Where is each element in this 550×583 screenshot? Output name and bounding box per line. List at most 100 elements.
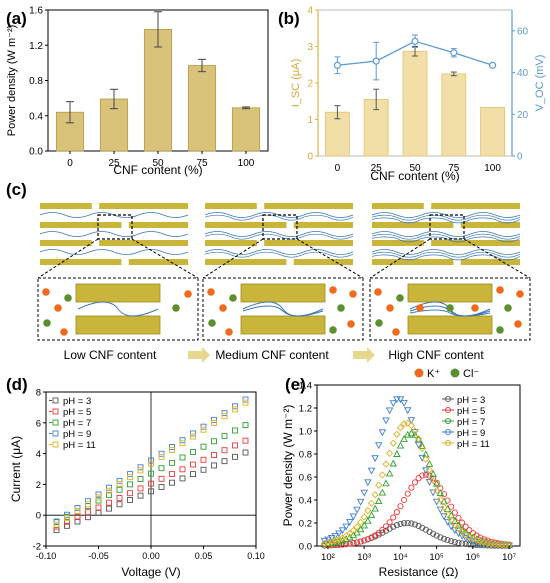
pd-point <box>389 439 397 447</box>
iv-point <box>137 485 144 492</box>
pd-point <box>320 537 329 545</box>
pd-point <box>400 400 408 407</box>
legend-label-d: pH = 11 <box>63 440 96 451</box>
k-ion <box>329 286 337 294</box>
panel-label-b: (b) <box>278 9 300 28</box>
cl-ion <box>504 304 512 312</box>
pd-point <box>378 488 387 496</box>
pd-point <box>382 417 390 425</box>
iv-point <box>116 501 123 508</box>
pd-point <box>385 469 394 477</box>
voc-point <box>333 61 341 69</box>
cnf-fiber <box>204 233 354 240</box>
progression-arrow <box>188 347 210 363</box>
pd-point <box>378 429 387 437</box>
cnf-fiber-zoom <box>77 301 159 317</box>
pd-point <box>364 516 372 524</box>
zoom-box <box>262 214 298 240</box>
k-ion <box>347 320 355 328</box>
iv-point <box>116 480 123 487</box>
membrane-segment <box>205 259 287 265</box>
pd-point <box>403 407 412 415</box>
xtick-label-e: 10⁵ <box>429 552 444 563</box>
iv-point <box>64 514 70 521</box>
legend-label-d: pH = 7 <box>63 418 91 429</box>
legend-marker-e <box>444 395 452 403</box>
pd-point <box>404 490 411 497</box>
pd-point <box>397 520 404 527</box>
membrane-segment <box>205 203 257 209</box>
zoom-line <box>369 238 431 279</box>
membrane-segment <box>40 222 122 228</box>
iv-point <box>179 466 186 473</box>
pd-point <box>426 528 433 535</box>
bar-a <box>99 98 129 152</box>
pd-point <box>331 537 339 545</box>
pd-point <box>328 538 336 546</box>
xlabel-a: CNF content (%) <box>113 163 202 177</box>
iv-point <box>95 494 102 501</box>
pd-point <box>367 511 376 519</box>
pd-point <box>451 538 458 546</box>
pd-point <box>375 481 383 489</box>
pd-point <box>397 503 404 510</box>
ytick-label-a: 0.4 <box>29 111 43 122</box>
iv-point <box>232 403 238 410</box>
legend-marker-e <box>444 439 452 447</box>
legend-label-d: pH = 9 <box>63 429 91 440</box>
pd-point <box>414 435 423 443</box>
pd-point <box>448 503 455 510</box>
pd-point <box>374 497 383 505</box>
ytick-label-a: 0.0 <box>29 147 43 158</box>
iv-point <box>158 484 165 490</box>
iv-point <box>232 406 238 413</box>
pd-point <box>455 514 462 521</box>
iv-point <box>137 492 144 499</box>
iv-point <box>158 453 165 460</box>
pd-point <box>390 523 397 530</box>
ytick-label-a: 1.2 <box>29 41 43 52</box>
pd-point <box>401 520 408 527</box>
pd-point <box>451 509 458 516</box>
pd-point <box>425 479 434 486</box>
cnf-fiber <box>371 233 521 240</box>
k-ion <box>225 328 233 336</box>
legend-label-e: pH = 3 <box>457 395 485 406</box>
ytick-label-e: 0.0 <box>299 542 312 553</box>
membrane-segment <box>431 240 520 246</box>
ytick-right-label-b: 60 <box>517 26 529 37</box>
pd-point <box>447 523 455 531</box>
pd-point <box>451 521 459 529</box>
iv-point <box>211 462 217 469</box>
legend-k-dot <box>414 368 424 378</box>
cnf-fiber-zoom <box>409 309 491 317</box>
iv-point <box>127 474 133 481</box>
k-ion <box>219 304 227 312</box>
ytick-left-label-b: 3 <box>307 42 313 53</box>
iv-point <box>242 437 249 444</box>
xtick-label-a: 100 <box>238 158 255 169</box>
ytick-left-label-b: 1 <box>307 115 313 126</box>
pd-point <box>335 530 343 538</box>
membrane-bottom <box>407 315 493 335</box>
pd-point <box>364 536 371 543</box>
legend-label-d: pH = 5 <box>63 407 91 418</box>
ytick-label-a: 0.8 <box>29 76 43 87</box>
cl-ion <box>229 294 237 302</box>
pd-point <box>422 450 430 458</box>
ytick-right-label-b: 0 <box>517 152 523 163</box>
iv-point <box>53 527 60 534</box>
iv-point <box>211 416 217 423</box>
cl-ion <box>208 319 216 327</box>
legend-label-e: pH = 9 <box>457 428 485 439</box>
xtick-label-e: 10⁶ <box>466 552 481 563</box>
iv-point <box>106 484 112 491</box>
pd-point <box>393 522 400 529</box>
ytick-left-label-b: 0 <box>307 152 313 163</box>
iv-point <box>179 454 186 461</box>
k-ion <box>416 304 424 312</box>
iv-point <box>74 508 81 514</box>
pd-point <box>331 532 340 540</box>
zoom-box <box>429 214 465 240</box>
